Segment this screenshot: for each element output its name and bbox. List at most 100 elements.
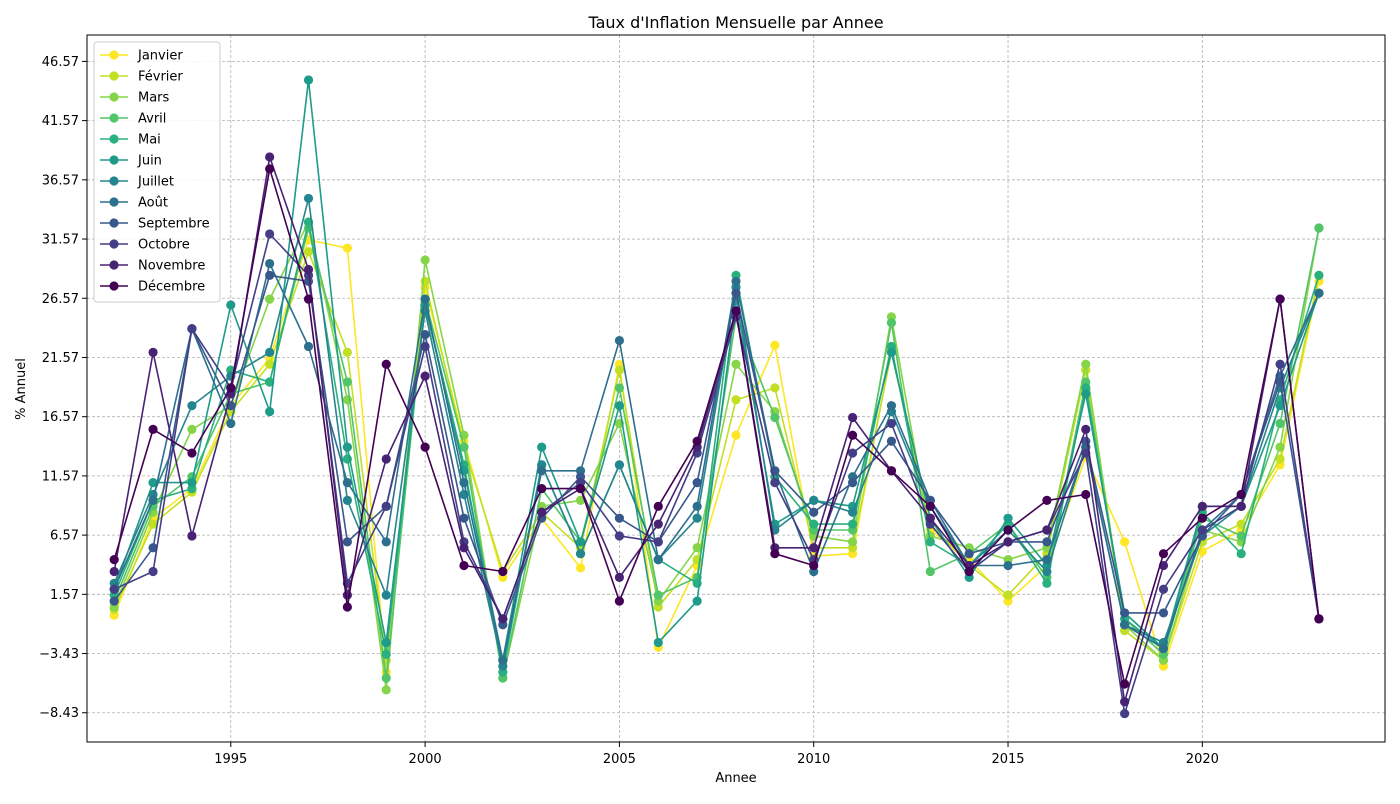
data-point — [770, 340, 780, 350]
y-tick-label: 21.57 — [42, 351, 79, 366]
data-point — [187, 424, 197, 434]
data-point — [420, 341, 430, 352]
data-point — [1120, 679, 1130, 689]
legend-marker — [109, 260, 119, 270]
legend-label: Avril — [138, 112, 166, 127]
data-point — [731, 395, 741, 405]
legend-item: Décembre — [100, 280, 205, 295]
data-point — [459, 560, 469, 571]
data-point — [381, 649, 391, 659]
data-point — [1236, 489, 1246, 500]
data-point — [1042, 578, 1052, 588]
data-point — [1314, 614, 1324, 624]
y-axis: −8.43 −3.43 1.57 6.57 11.57 16.57 21.57 26.57 31… — [39, 55, 87, 721]
data-point — [1197, 525, 1207, 535]
data-point — [847, 507, 858, 517]
data-point — [925, 501, 935, 511]
legend-label: Août — [138, 196, 168, 211]
data-point — [1275, 442, 1285, 452]
data-point — [964, 549, 974, 559]
data-point — [226, 418, 236, 429]
data-point — [148, 478, 158, 488]
data-point — [265, 406, 275, 417]
data-point — [420, 255, 430, 265]
data-point — [381, 637, 391, 648]
data-point — [1314, 270, 1324, 281]
data-point — [381, 501, 391, 511]
grid-lines — [87, 35, 1385, 742]
data-point — [109, 555, 119, 565]
data-point — [575, 495, 586, 506]
y-tick-label: 31.57 — [42, 233, 79, 248]
data-point — [925, 513, 935, 523]
data-point — [1003, 537, 1013, 547]
legend-label: Septembre — [138, 217, 210, 232]
y-tick-label: 1.57 — [50, 588, 79, 603]
data-point — [1081, 389, 1091, 399]
data-point — [1275, 401, 1285, 411]
y-tick-label: 46.57 — [42, 55, 79, 70]
legend-item: Février — [100, 70, 183, 85]
data-point — [1081, 359, 1091, 369]
legend-label: Juin — [137, 154, 162, 169]
data-point — [614, 531, 625, 541]
legend-marker — [109, 113, 119, 123]
legend-item: Novembre — [100, 259, 205, 274]
legend-item: Avril — [100, 112, 166, 127]
legend-item: Septembre — [100, 217, 210, 232]
data-point — [1275, 294, 1285, 304]
data-point — [342, 537, 352, 547]
data-point — [886, 436, 897, 446]
data-point — [886, 418, 897, 429]
data-point — [342, 442, 352, 452]
data-point — [265, 270, 275, 281]
legend-marker — [109, 197, 119, 207]
data-point — [148, 424, 158, 434]
data-point — [1042, 525, 1052, 535]
legend-label: Octobre — [138, 238, 190, 253]
data-point — [498, 655, 508, 665]
data-point — [614, 513, 625, 523]
data-point — [537, 442, 547, 452]
data-point — [420, 442, 430, 452]
x-tick-label: 2010 — [797, 752, 830, 767]
data-point — [342, 478, 352, 488]
data-point — [187, 531, 197, 541]
data-point — [614, 460, 625, 470]
data-point — [1081, 424, 1091, 434]
series-line — [113, 168, 1320, 685]
data-point — [303, 247, 314, 257]
data-point — [847, 412, 858, 423]
data-point — [265, 294, 275, 304]
data-point — [614, 335, 625, 346]
data-point — [1197, 513, 1207, 523]
legend-marker — [109, 239, 119, 249]
y-tick-label: 41.57 — [42, 114, 79, 129]
data-point — [342, 347, 352, 357]
data-point — [692, 543, 702, 553]
data-point — [148, 566, 158, 577]
data-point — [303, 75, 314, 85]
data-point — [498, 566, 508, 577]
data-point — [692, 436, 702, 446]
x-axis-label: Annee — [715, 771, 756, 786]
data-point — [653, 537, 663, 547]
data-point — [342, 243, 352, 253]
data-point — [303, 294, 314, 304]
data-point — [381, 673, 391, 683]
data-point — [1236, 531, 1246, 541]
data-point — [847, 430, 858, 440]
x-tick-label: 2015 — [991, 752, 1024, 767]
data-point — [653, 501, 663, 511]
data-point — [731, 430, 741, 440]
data-point — [420, 294, 430, 304]
data-point — [537, 466, 547, 476]
data-point — [614, 365, 625, 375]
data-point — [1042, 566, 1052, 577]
data-point — [731, 276, 741, 286]
data-point — [1236, 549, 1246, 559]
data-point — [226, 300, 236, 310]
data-point — [381, 454, 391, 464]
